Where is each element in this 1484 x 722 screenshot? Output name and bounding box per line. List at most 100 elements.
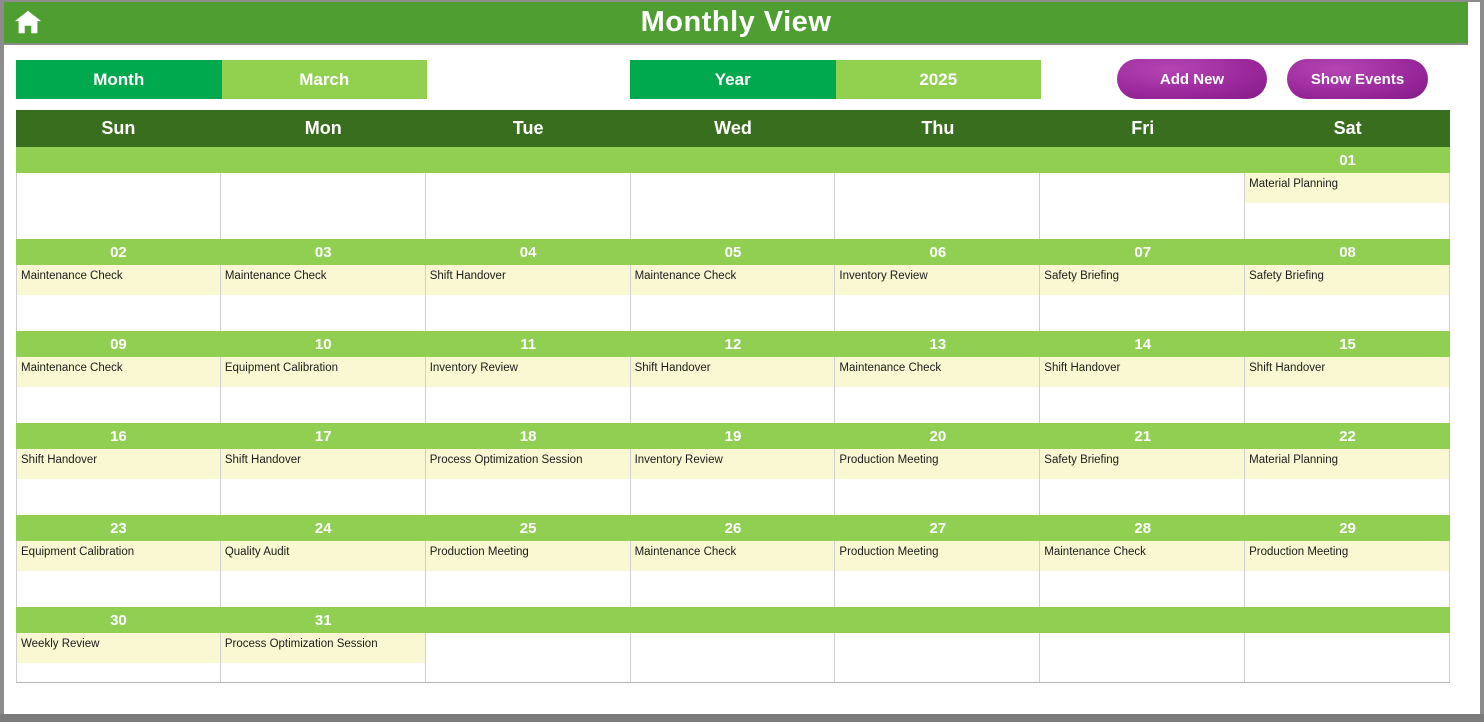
date-cell[interactable] [426, 607, 631, 633]
date-cell[interactable]: 31 [314, 611, 332, 629]
event-cell[interactable]: Process Optimization Session [220, 633, 426, 663]
empty-event-cell[interactable] [220, 173, 426, 203]
event-cell[interactable]: Shift Handover [16, 449, 221, 479]
empty-event-cell[interactable] [425, 173, 631, 203]
date-cell[interactable]: 01 [1339, 151, 1356, 169]
date-cell[interactable] [1040, 147, 1245, 173]
week-filler-row [16, 479, 1450, 515]
month-value-dropdown[interactable]: March [221, 60, 427, 99]
event-cell[interactable]: Quality Audit [220, 541, 426, 571]
date-cell[interactable] [1245, 607, 1450, 633]
event-cell[interactable]: Maintenance Check [16, 265, 221, 295]
date-cell[interactable]: 09 [110, 335, 127, 353]
event-cell[interactable]: Shift Handover [220, 449, 426, 479]
event-cell[interactable]: Maintenance Check [630, 265, 836, 295]
event-cell[interactable]: Process Optimization Session [425, 449, 631, 479]
event-cell[interactable]: Material Planning [1245, 449, 1450, 479]
empty-cell [1040, 479, 1246, 515]
date-cell[interactable] [1040, 607, 1245, 633]
date-cell[interactable]: 25 [519, 519, 537, 537]
event-cell[interactable]: Maintenance Check [835, 357, 1041, 387]
date-cell[interactable]: 24 [314, 519, 332, 537]
empty-cell [1040, 295, 1246, 331]
date-cell[interactable]: 21 [1134, 427, 1152, 445]
date-cell[interactable] [631, 147, 836, 173]
empty-cell [1245, 571, 1450, 607]
empty-cell [425, 663, 631, 682]
empty-event-cell[interactable] [1040, 633, 1246, 663]
week-filler-row [16, 295, 1450, 331]
date-cell[interactable] [835, 607, 1040, 633]
event-cell[interactable]: Material Planning [1245, 173, 1450, 203]
home-button[interactable] [10, 6, 46, 42]
date-cell[interactable]: 19 [724, 427, 742, 445]
event-cell[interactable]: Maintenance Check [1040, 541, 1246, 571]
event-cell[interactable]: Production Meeting [425, 541, 631, 571]
event-cell[interactable]: Inventory Review [425, 357, 631, 387]
empty-event-cell[interactable] [630, 173, 836, 203]
window-frame-top [0, 0, 1484, 2]
event-cell[interactable]: Safety Briefing [1040, 265, 1246, 295]
date-cell[interactable]: 27 [929, 519, 947, 537]
event-cell[interactable]: Safety Briefing [1245, 265, 1450, 295]
year-value-dropdown[interactable]: 2025 [835, 60, 1041, 99]
empty-cell [835, 387, 1041, 423]
empty-event-cell[interactable] [835, 633, 1041, 663]
event-cell[interactable]: Production Meeting [835, 449, 1041, 479]
event-cell[interactable]: Production Meeting [835, 541, 1041, 571]
empty-event-cell[interactable] [835, 173, 1041, 203]
date-cell[interactable] [631, 607, 836, 633]
date-cell[interactable]: 29 [1339, 519, 1356, 537]
empty-event-cell[interactable] [1040, 173, 1246, 203]
date-cell[interactable]: 18 [519, 427, 537, 445]
date-cell[interactable]: 15 [1339, 335, 1356, 353]
date-cell[interactable]: 11 [520, 335, 537, 353]
date-cell[interactable]: 06 [929, 243, 947, 261]
event-cell[interactable]: Maintenance Check [220, 265, 426, 295]
empty-event-cell[interactable] [1245, 633, 1450, 663]
event-cell[interactable]: Shift Handover [1040, 357, 1246, 387]
event-cell[interactable]: Inventory Review [835, 265, 1041, 295]
date-cell[interactable]: 14 [1134, 335, 1152, 353]
year-selector: Year 2025 [630, 60, 1041, 99]
date-cell[interactable]: 07 [1134, 243, 1152, 261]
event-cell[interactable]: Safety Briefing [1040, 449, 1246, 479]
date-cell[interactable]: 12 [724, 335, 742, 353]
event-cell[interactable]: Shift Handover [1245, 357, 1450, 387]
date-cell[interactable]: 04 [519, 243, 537, 261]
date-cell[interactable]: 08 [1339, 243, 1356, 261]
date-cell[interactable]: 03 [314, 243, 332, 261]
day-header-thu: Thu [921, 118, 955, 138]
event-cell[interactable]: Shift Handover [630, 357, 836, 387]
event-cell[interactable]: Equipment Calibration [220, 357, 426, 387]
date-cell[interactable]: 17 [314, 427, 332, 445]
event-cell[interactable]: Maintenance Check [16, 357, 221, 387]
date-cell[interactable]: 30 [110, 611, 127, 629]
event-cell[interactable]: Production Meeting [1245, 541, 1450, 571]
date-cell[interactable]: 13 [929, 335, 947, 353]
date-cell[interactable] [426, 147, 631, 173]
date-cell[interactable]: 28 [1134, 519, 1152, 537]
date-cell[interactable]: 26 [724, 519, 742, 537]
date-cell[interactable]: 16 [110, 427, 127, 445]
date-cell[interactable]: 20 [929, 427, 947, 445]
page-title: Monthly View [640, 6, 832, 38]
date-cell[interactable] [835, 147, 1040, 173]
date-cell[interactable]: 02 [110, 243, 127, 261]
date-cell[interactable]: 22 [1339, 427, 1356, 445]
date-cell[interactable]: 23 [110, 519, 127, 537]
event-cell[interactable]: Equipment Calibration [16, 541, 221, 571]
empty-event-cell[interactable] [16, 173, 221, 203]
add-new-button[interactable]: Add New [1117, 59, 1267, 99]
empty-event-cell[interactable] [630, 633, 836, 663]
date-cell[interactable] [16, 147, 221, 173]
event-cell[interactable]: Weekly Review [16, 633, 221, 663]
date-cell[interactable]: 10 [314, 335, 332, 353]
event-cell[interactable]: Maintenance Check [630, 541, 836, 571]
show-events-button[interactable]: Show Events [1287, 59, 1428, 99]
date-cell[interactable]: 05 [724, 243, 742, 261]
event-cell[interactable]: Shift Handover [425, 265, 631, 295]
event-cell[interactable]: Inventory Review [630, 449, 836, 479]
empty-event-cell[interactable] [425, 633, 631, 663]
date-cell[interactable] [221, 147, 426, 173]
